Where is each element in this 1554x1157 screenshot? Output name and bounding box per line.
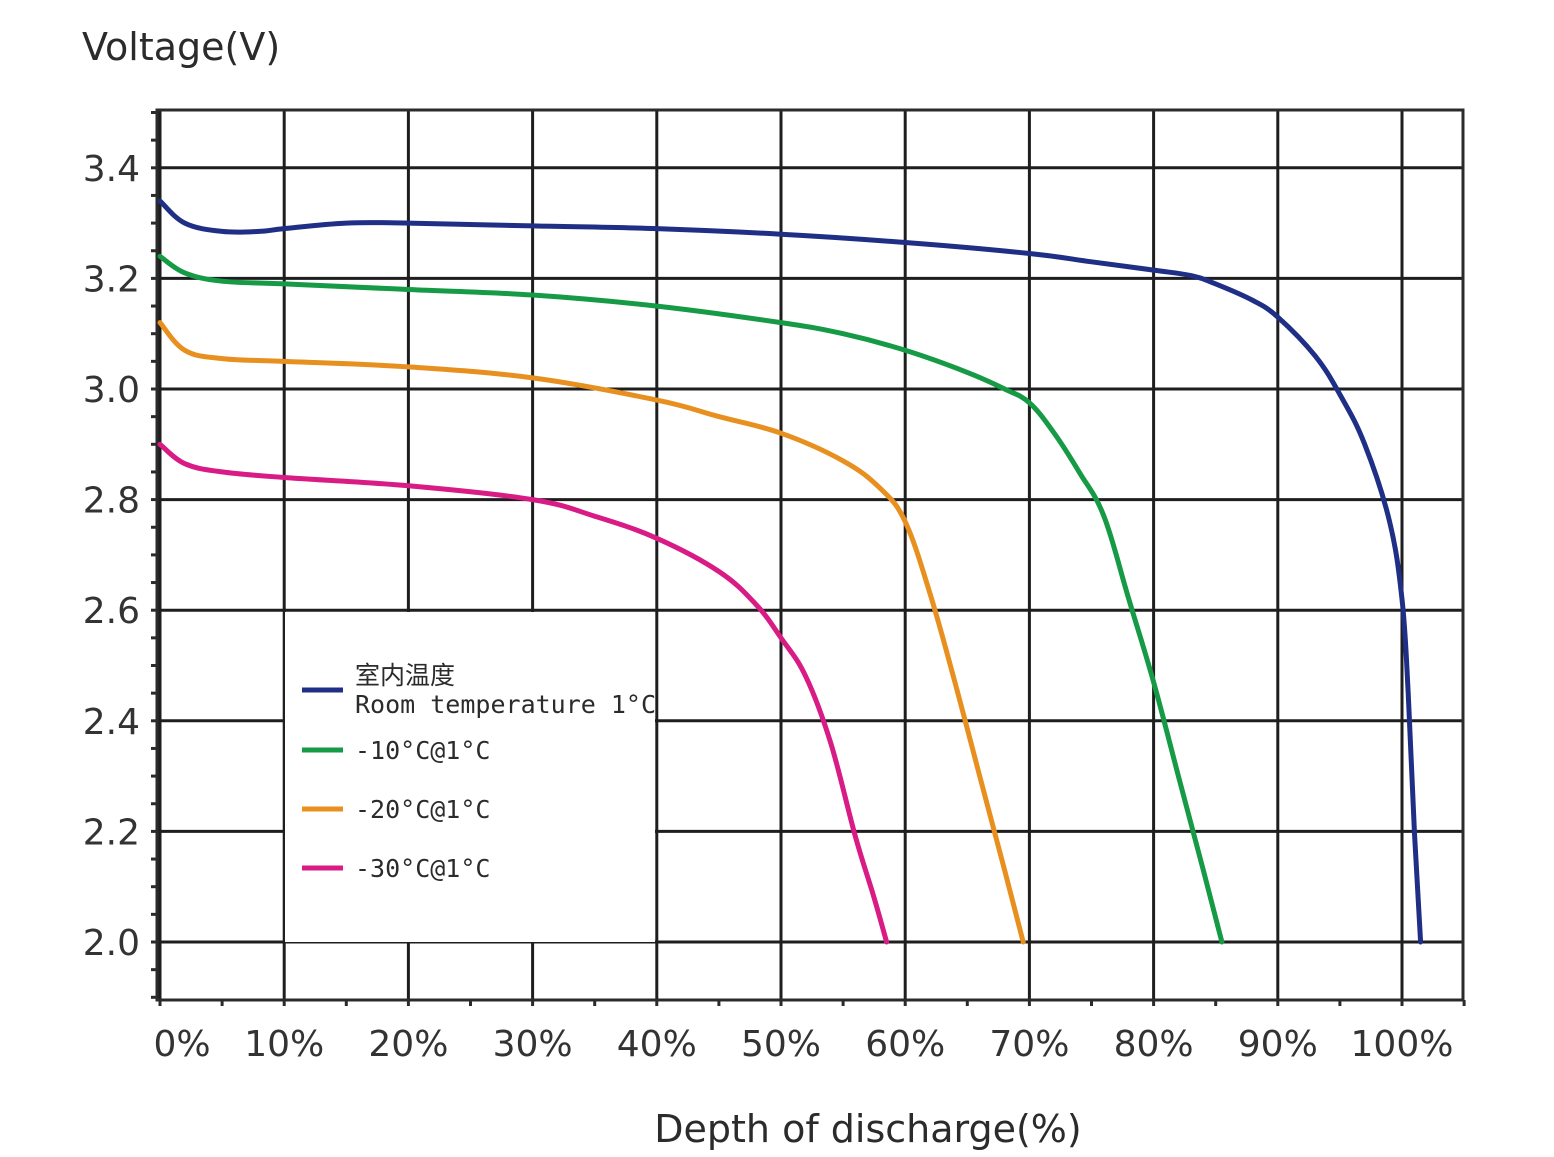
y-tick-label: 3.2	[83, 259, 140, 300]
y-tick-label: 2.4	[83, 702, 140, 743]
y-tick-label: 3.0	[83, 370, 140, 411]
x-tick-label: 50%	[741, 1024, 821, 1065]
x-tick-label: 30%	[493, 1024, 573, 1065]
legend-label: 室内温度 Room temperature 1°C	[355, 661, 656, 719]
x-tick-label: 70%	[989, 1024, 1069, 1065]
series-line-4	[157, 441, 890, 945]
legend-label-line: -10°C@1°C	[355, 736, 490, 765]
x-tick-label: 100%	[1351, 1024, 1454, 1065]
legend-label-line: -20°C@1°C	[355, 795, 490, 824]
series-lines	[157, 198, 1424, 945]
x-tick-label: 20%	[368, 1024, 448, 1065]
x-axis-title: Depth of discharge(%)	[654, 1107, 1081, 1151]
x-tick-label: 90%	[1238, 1024, 1318, 1065]
y-tick-label: 2.2	[83, 812, 140, 853]
x-tick-label: 60%	[865, 1024, 945, 1065]
legend-label: -20°C@1°C	[355, 795, 490, 824]
series-line-2	[157, 253, 1225, 945]
legend: 室内温度 Room temperature 1°C -10°C@1°C -20°C@1…	[285, 612, 656, 942]
y-tick-label: 2.6	[83, 591, 140, 632]
y-tick-labels: 2.0 2.2 2.4 2.6 2.8 3.0 3.2 3.4	[83, 149, 140, 964]
y-tick-label: 3.4	[83, 149, 140, 190]
legend-label-line: -30°C@1°C	[355, 854, 490, 883]
legend-label: -10°C@1°C	[355, 736, 490, 765]
legend-box	[285, 612, 655, 942]
y-axis-title: Voltage(V)	[82, 25, 280, 69]
x-tick-labels: 0% 10% 20% 30% 40% 50% 60% 70% 80% 90% 100%	[153, 1024, 1453, 1065]
series-line-1	[157, 198, 1424, 945]
x-tick-label: 40%	[617, 1024, 697, 1065]
legend-label-line: Room temperature 1°C	[355, 690, 656, 719]
y-tick-label: 2.8	[83, 481, 140, 522]
x-tick-label: 0%	[153, 1024, 210, 1065]
legend-label: -30°C@1°C	[355, 854, 490, 883]
minor-ticks	[151, 111, 1466, 1006]
x-tick-label: 80%	[1114, 1024, 1194, 1065]
y-tick-label: 2.0	[83, 923, 140, 964]
legend-label-line: 室内温度	[355, 661, 455, 690]
x-tick-label: 10%	[244, 1024, 324, 1065]
series-line-3	[157, 320, 1026, 945]
